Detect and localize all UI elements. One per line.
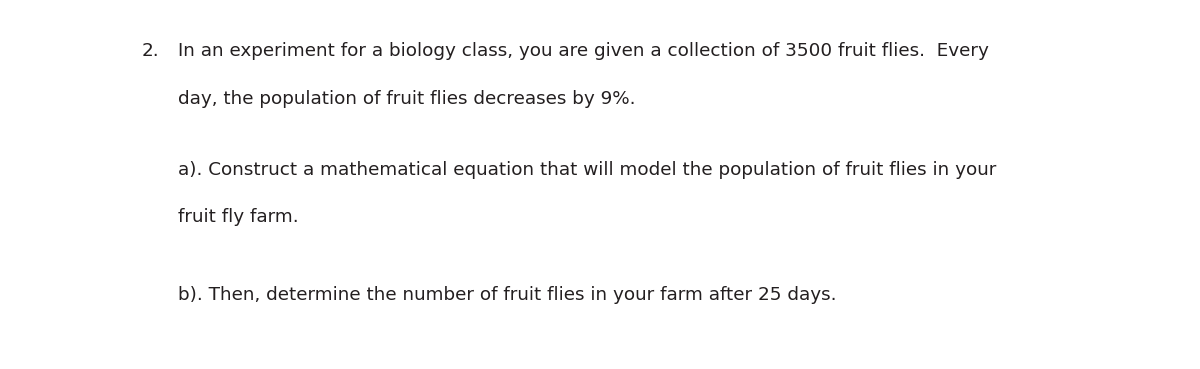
Text: day, the population of fruit flies decreases by 9%.: day, the population of fruit flies decre… — [178, 90, 635, 108]
Text: 2.: 2. — [142, 42, 160, 61]
Text: In an experiment for a biology class, you are given a collection of 3500 fruit f: In an experiment for a biology class, yo… — [178, 42, 989, 61]
Text: b). Then, determine the number of fruit flies in your farm after 25 days.: b). Then, determine the number of fruit … — [178, 286, 836, 304]
Text: fruit fly farm.: fruit fly farm. — [178, 208, 299, 227]
Text: a). Construct a mathematical equation that will model the population of fruit fl: a). Construct a mathematical equation th… — [178, 161, 996, 179]
